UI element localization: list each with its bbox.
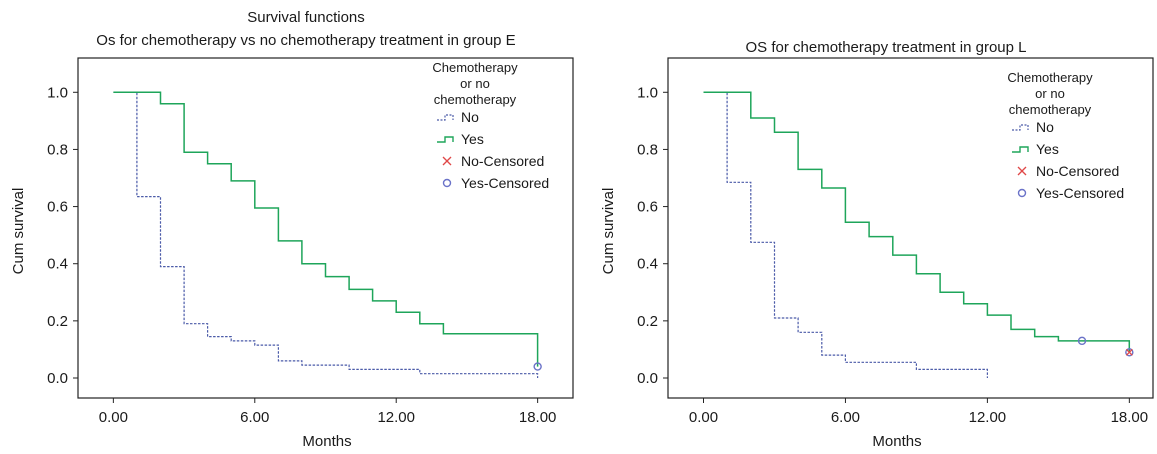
chart-title: Survival functions	[247, 9, 365, 26]
x-tick-label: 12.00	[377, 409, 415, 426]
x-tick-label: 12.00	[969, 409, 1007, 426]
legend-swatch-yes-censored	[1017, 188, 1027, 198]
legend-swatch-yes	[1012, 146, 1029, 153]
legend-swatch-no-censored	[1017, 166, 1027, 176]
x-tick-label: 18.00	[519, 409, 557, 426]
legend-entry-label: Yes	[461, 131, 484, 147]
y-tick-label: 0.2	[637, 313, 658, 330]
legend-entry-label: Yes-Censored	[1036, 185, 1124, 201]
legend-title-line: Chemotherapy	[1007, 70, 1093, 85]
y-tick-label: 0.6	[47, 199, 68, 216]
survival-chart-group-e: Survival functions Os for chemotherapy v…	[0, 0, 578, 454]
chart-subtitle: Os for chemotherapy vs no chemotherapy t…	[96, 32, 515, 49]
plot-frame	[77, 57, 574, 399]
legend-swatch-no-censored	[442, 156, 452, 166]
censored-marker-no	[1125, 348, 1133, 356]
legend-title-line: Chemotherapy	[432, 60, 518, 75]
y-tick-label: 0.8	[47, 141, 68, 158]
legend-entry-label: Yes	[1036, 141, 1059, 157]
legend-title-line: or no	[1035, 86, 1065, 101]
y-axis-label: Cum survival	[10, 188, 27, 275]
y-tick-label: 0.4	[47, 256, 68, 273]
series-line-yes	[703, 91, 1131, 353]
y-axis-label: Cum survival	[600, 188, 617, 275]
legend-entry-label: No	[1036, 119, 1054, 135]
y-tick-label: 0.4	[637, 256, 658, 273]
legend-swatch-no	[437, 114, 454, 121]
legend-title-line: chemotherapy	[434, 92, 517, 107]
x-axis-label: Months	[872, 433, 921, 450]
plot-frame	[667, 57, 1154, 399]
legend-title-line: chemotherapy	[1009, 102, 1092, 117]
x-tick-label: 6.00	[240, 409, 269, 426]
y-tick-label: 0.8	[637, 141, 658, 158]
censored-marker-yes	[533, 362, 542, 371]
chart-title: OS for chemotherapy treatment in group L	[746, 39, 1027, 56]
legend-swatch-yes	[437, 136, 454, 143]
y-tick-label: 0.2	[47, 313, 68, 330]
legend-swatch-no	[1012, 124, 1029, 131]
x-tick-label: 18.00	[1111, 409, 1149, 426]
legend-title-line: or no	[460, 76, 490, 91]
x-tick-label: 0.00	[99, 409, 128, 426]
chart-svg-group-l: OS for chemotherapy treatment in group L…	[600, 39, 1154, 450]
chart-svg-group-e: Survival functions Os for chemotherapy v…	[10, 9, 574, 450]
y-tick-label: 0.0	[637, 370, 658, 387]
x-tick-label: 0.00	[689, 409, 718, 426]
censored-marker-yes	[1077, 336, 1087, 346]
y-tick-label: 1.0	[637, 84, 658, 101]
series-line-no	[703, 91, 988, 378]
legend-entry-label: No	[461, 109, 479, 125]
legend-entry-label: No-Censored	[461, 153, 544, 169]
legend-entry-label: No-Censored	[1036, 163, 1119, 179]
censored-marker-yes	[1125, 348, 1134, 357]
x-tick-label: 6.00	[831, 409, 860, 426]
y-tick-label: 1.0	[47, 84, 68, 101]
censored-cross-stroke	[1125, 348, 1133, 356]
series-line-yes	[113, 91, 539, 367]
legend-cross-stroke	[1017, 166, 1027, 176]
y-tick-label: 0.6	[637, 199, 658, 216]
legend-swatch-yes-censored	[442, 178, 452, 188]
legend-cross-stroke	[442, 156, 452, 166]
y-tick-label: 0.0	[47, 370, 68, 387]
survival-chart-group-l: OS for chemotherapy treatment in group L…	[590, 0, 1157, 454]
legend-entry-label: Yes-Censored	[461, 175, 549, 191]
series-line-no	[113, 91, 539, 378]
x-axis-label: Months	[302, 433, 351, 450]
